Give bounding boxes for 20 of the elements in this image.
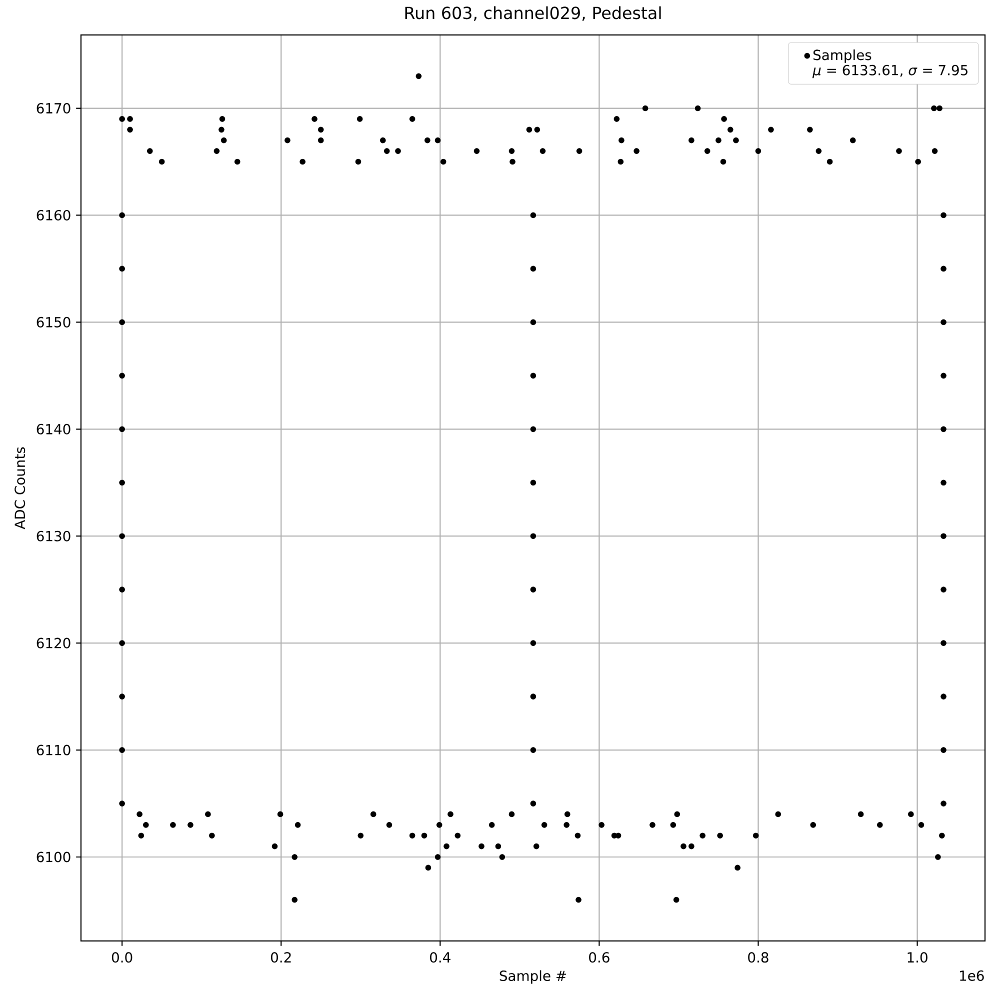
y-tick-label: 6140	[36, 424, 70, 434]
y-tick-label: 6120	[36, 638, 70, 648]
x-tick-label: 0.8	[748, 952, 768, 963]
y-tick-label: 6110	[36, 744, 70, 756]
y-tick-label: 6100	[36, 852, 70, 862]
y-tick-label: 6170	[36, 102, 70, 114]
text: 1e6	[960, 970, 984, 981]
chart-title: Run 603, channel029, Pedestal	[405, 6, 661, 21]
y-axis-title: ADC Counts	[14, 447, 26, 530]
x-tick-label: 0.0	[112, 952, 132, 963]
y-tick-label: 6130	[36, 530, 70, 542]
x-tick-label: 1.0	[908, 952, 928, 963]
annotation: μ = 6133.61, σ = 7.95	[812, 64, 968, 78]
x-axis-title: Sample #	[500, 970, 566, 984]
x-tick-label: 0.2	[270, 952, 291, 963]
x-tick-label: 0.6	[589, 952, 610, 963]
x-tick-label: 0.4	[430, 952, 450, 963]
legend-label: Samples	[813, 49, 872, 63]
y-tick-label: 6160	[36, 210, 70, 220]
y-tick-label: 6150	[36, 316, 70, 328]
